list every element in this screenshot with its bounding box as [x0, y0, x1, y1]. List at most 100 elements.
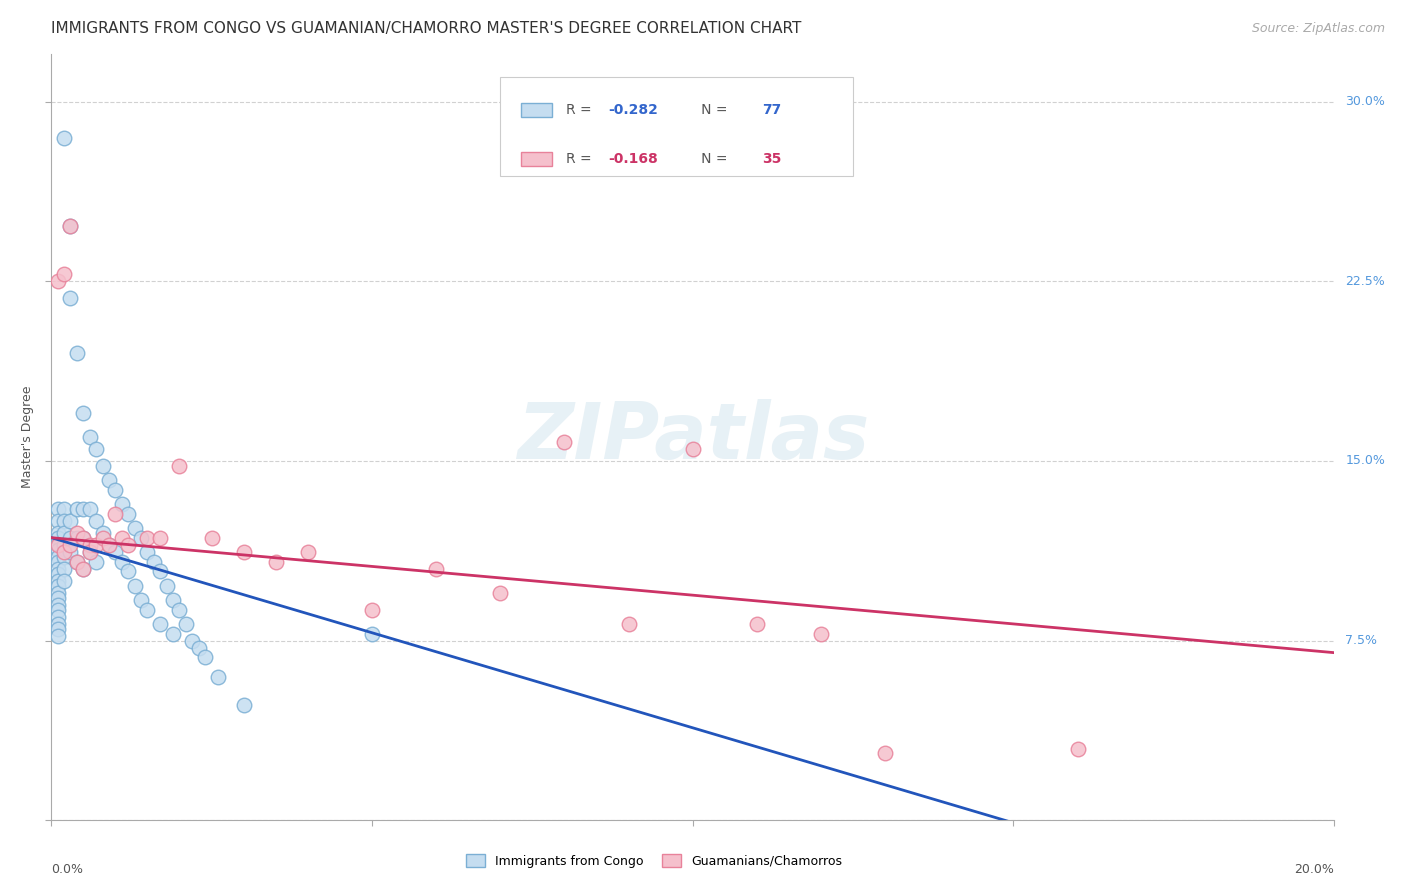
Point — [46, 549, 69, 564]
Point — [84, 538, 107, 552]
Point — [97, 538, 120, 552]
Point — [46, 616, 69, 631]
Point — [111, 531, 134, 545]
Point — [46, 574, 69, 588]
Point — [46, 629, 69, 643]
Point — [59, 219, 82, 234]
Point — [46, 531, 69, 545]
Point — [617, 616, 640, 631]
Point — [162, 626, 184, 640]
Point — [97, 473, 120, 487]
Point — [66, 346, 89, 360]
Text: ZIPatlas: ZIPatlas — [516, 399, 869, 475]
Text: N =: N = — [688, 152, 731, 166]
Text: 7.5%: 7.5% — [1346, 634, 1378, 648]
Point — [66, 525, 89, 540]
Point — [361, 626, 384, 640]
Legend: Immigrants from Congo, Guamanians/Chamorros: Immigrants from Congo, Guamanians/Chamor… — [467, 855, 842, 868]
FancyBboxPatch shape — [501, 77, 853, 177]
Point — [111, 497, 134, 511]
Point — [200, 531, 222, 545]
Point — [104, 545, 127, 559]
Point — [169, 602, 191, 616]
Text: 15.0%: 15.0% — [1346, 455, 1385, 467]
Point — [79, 430, 101, 444]
Point — [194, 650, 217, 665]
Point — [117, 564, 139, 578]
Point — [129, 531, 152, 545]
Point — [84, 442, 107, 456]
Point — [425, 562, 447, 576]
Point — [104, 483, 127, 497]
Point — [79, 545, 101, 559]
Point — [136, 531, 159, 545]
Point — [46, 562, 69, 576]
Text: 30.0%: 30.0% — [1346, 95, 1385, 108]
Point — [124, 521, 146, 535]
Point — [46, 622, 69, 636]
Text: 0.0%: 0.0% — [51, 863, 83, 876]
Point — [46, 502, 69, 516]
Point — [91, 531, 114, 545]
Point — [682, 442, 704, 456]
Point — [66, 555, 89, 569]
Point — [46, 274, 69, 288]
Point — [46, 566, 69, 581]
Text: 22.5%: 22.5% — [1346, 275, 1385, 288]
Point — [46, 602, 69, 616]
Text: N =: N = — [688, 103, 731, 117]
Point — [297, 545, 319, 559]
Text: 77: 77 — [762, 103, 782, 117]
Text: -0.282: -0.282 — [607, 103, 658, 117]
Point — [53, 502, 76, 516]
Text: 20.0%: 20.0% — [1295, 863, 1334, 876]
Point — [149, 616, 172, 631]
Point — [207, 670, 229, 684]
Y-axis label: Master's Degree: Master's Degree — [21, 385, 34, 488]
Point — [79, 538, 101, 552]
Point — [72, 531, 94, 545]
Point — [53, 574, 76, 588]
Point — [59, 538, 82, 552]
Point — [59, 545, 82, 559]
Point — [232, 545, 254, 559]
Point — [66, 531, 89, 545]
Point — [97, 538, 120, 552]
Point — [72, 562, 94, 576]
Point — [79, 545, 101, 559]
Point — [79, 502, 101, 516]
Point — [59, 531, 82, 545]
Point — [117, 507, 139, 521]
Text: R =: R = — [565, 103, 596, 117]
Point — [84, 555, 107, 569]
Point — [1066, 741, 1088, 756]
Point — [53, 549, 76, 564]
Text: Source: ZipAtlas.com: Source: ZipAtlas.com — [1251, 22, 1385, 36]
Point — [149, 531, 172, 545]
Point — [46, 578, 69, 592]
Text: -0.168: -0.168 — [607, 152, 658, 166]
Point — [169, 458, 191, 473]
Point — [162, 593, 184, 607]
FancyBboxPatch shape — [520, 103, 551, 117]
Point — [91, 458, 114, 473]
Point — [46, 538, 69, 552]
Point — [46, 542, 69, 557]
Text: 35: 35 — [762, 152, 782, 166]
Point — [46, 525, 69, 540]
Point — [124, 578, 146, 592]
Point — [136, 602, 159, 616]
Point — [53, 562, 76, 576]
Point — [149, 564, 172, 578]
Point — [46, 598, 69, 612]
Point — [53, 514, 76, 528]
Point — [104, 507, 127, 521]
Point — [46, 538, 69, 552]
Point — [136, 545, 159, 559]
Point — [156, 578, 179, 592]
Point — [232, 698, 254, 713]
Point — [72, 406, 94, 420]
Point — [553, 434, 575, 449]
Point — [59, 514, 82, 528]
Point — [117, 538, 139, 552]
